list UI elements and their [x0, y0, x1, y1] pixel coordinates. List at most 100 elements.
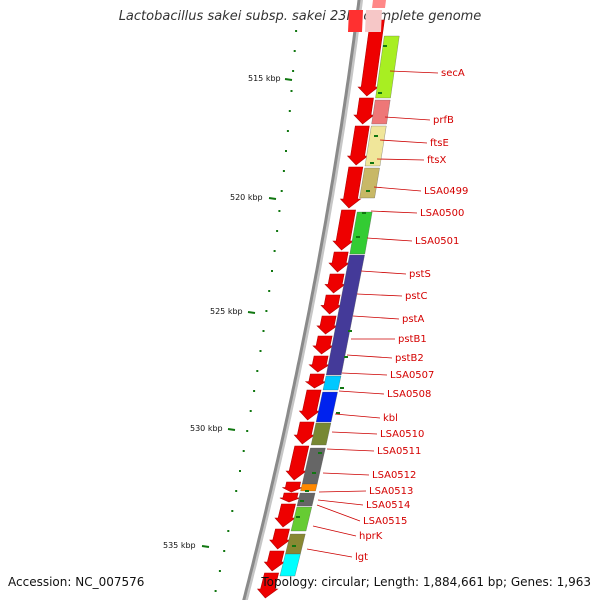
scale-dot [242, 450, 245, 452]
scale-dot [296, 516, 300, 518]
gene-leader-line [341, 372, 388, 376]
scale-dot [235, 490, 238, 492]
scale-dot [231, 510, 234, 512]
kbp-tick-label: 515 kbp [248, 74, 281, 83]
category-block [375, 35, 400, 99]
gene-label: LSA0515 [363, 516, 407, 527]
category-block [359, 167, 380, 199]
category-block [279, 553, 301, 577]
cds-arrow [339, 166, 364, 209]
gene-label: ftsE [430, 138, 449, 149]
gene-leader-line [326, 448, 375, 452]
category-block [322, 375, 342, 391]
scale-dot [278, 210, 281, 212]
kbp-tick-label: 535 kbp [163, 541, 196, 550]
scale-dot [292, 70, 295, 72]
gene-label: LSA0507 [390, 370, 434, 381]
gene-label: pstS [409, 269, 431, 280]
map-title: Lactobacillus sakei subsp. sakei 23K, co… [118, 9, 482, 24]
gene-leader-line [338, 390, 385, 395]
category-block [315, 391, 338, 423]
scale-dot [265, 310, 268, 312]
gene-label: kbl [383, 413, 398, 424]
cds-arrow [263, 550, 286, 572]
gene-label: pstA [402, 314, 424, 325]
gene-leader-line [360, 270, 407, 275]
gene-label: secA [441, 68, 465, 79]
kbp-tick-label: 530 kbp [190, 424, 223, 433]
scale-dot [218, 570, 221, 572]
scale-dot [227, 530, 230, 532]
gene-leader-line [316, 504, 361, 522]
cds-arrow [298, 389, 322, 421]
cds-arrow [346, 125, 370, 166]
category-block [372, 0, 386, 8]
scale-dot [292, 545, 296, 547]
cds-arrow [269, 528, 291, 550]
scale-dot [366, 190, 370, 192]
category-block [300, 483, 318, 492]
scale-dot [378, 92, 382, 94]
cds-arrow [320, 294, 343, 315]
gene-leader-line [334, 413, 381, 419]
gene-label: prfB [433, 115, 454, 126]
scale-dot [356, 236, 360, 238]
cds-arrow [353, 97, 375, 125]
cds-arrow [274, 503, 297, 528]
scale-dot [370, 162, 374, 164]
scale-dot [280, 190, 283, 192]
scale-dot [374, 135, 378, 137]
scale-dot [290, 90, 293, 92]
gene-label: lgt [355, 552, 368, 563]
category-block [285, 533, 306, 555]
cds-arrow [256, 572, 279, 599]
gene-label: LSA0508 [387, 389, 431, 400]
gene-label: LSA0510 [380, 429, 424, 440]
scale-dot [276, 230, 279, 232]
scale-dot [271, 270, 273, 272]
gene-label: pstB2 [395, 353, 424, 364]
gene-leader-line [379, 139, 428, 144]
kbp-tick [227, 428, 236, 431]
cds-arrow [328, 251, 350, 273]
cds-arrow [282, 481, 303, 493]
gene-label: ftsX [427, 155, 446, 166]
gene-label: LSA0500 [420, 208, 464, 219]
kbp-tick-label: 520 kbp [230, 193, 263, 202]
gene-label: LSA0499 [424, 186, 468, 197]
gene-leader-line [322, 472, 370, 476]
category-block [326, 254, 365, 376]
scale-dot [282, 170, 285, 172]
scale-dot [253, 390, 256, 392]
gene-label: pstB1 [398, 334, 427, 345]
category-block [371, 99, 391, 125]
cds-arrow [332, 209, 356, 251]
category-block [387, 0, 405, 9]
scale-dot [246, 430, 249, 432]
scale-dot [285, 150, 287, 152]
gene-leader-line [384, 116, 431, 121]
scale-dot [348, 330, 352, 332]
scale-dot [262, 330, 265, 332]
category-block [365, 10, 382, 32]
cds-arrow [312, 335, 335, 355]
category-block [290, 506, 312, 532]
scale-dot [268, 290, 271, 292]
category-block [349, 211, 373, 255]
scale-dot [239, 470, 241, 472]
scale-dot [286, 130, 289, 132]
gene-label: LSA0511 [377, 446, 421, 457]
cds-arrow [316, 315, 339, 335]
kbp-tick [247, 311, 256, 314]
gene-leader-line [306, 548, 353, 558]
scale-dot [318, 452, 322, 454]
scale-dot [300, 500, 304, 502]
gene-leader-line [370, 210, 418, 214]
backbone-line [242, 0, 361, 600]
scale-dot [273, 250, 276, 252]
scale-dot [259, 350, 262, 352]
gene-label: LSA0513 [369, 486, 413, 497]
gene-leader-line [356, 293, 403, 297]
